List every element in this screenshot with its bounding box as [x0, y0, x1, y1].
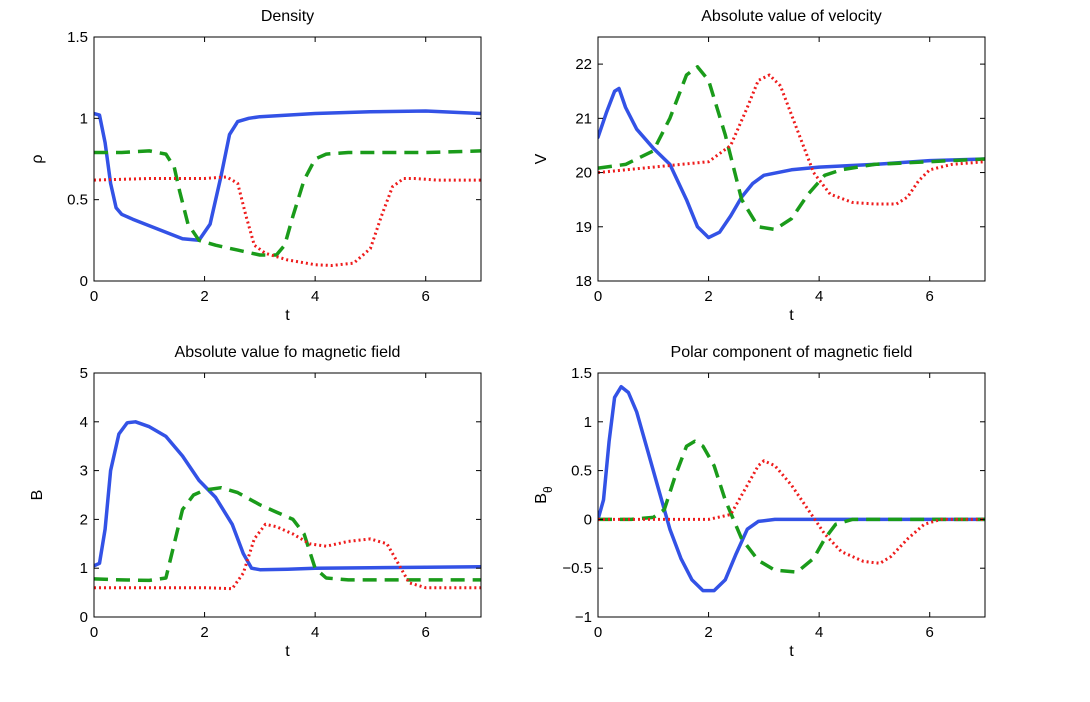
series-line-dashed — [94, 485, 481, 583]
y-axis-label: ρ — [29, 154, 46, 163]
y-tick-label: 1 — [584, 414, 592, 431]
subplot-polar-magnetic-field: Polar component of magnetic field 0 2 4 6 −1 −… — [533, 344, 986, 660]
x-tick-label: 4 — [815, 288, 823, 305]
series-group — [94, 420, 481, 591]
y-tick-label: −0.5 — [562, 560, 592, 577]
x-axis-label: t — [789, 307, 794, 324]
axes-frame — [93, 372, 482, 618]
y-axis-label-subscript: θ — [541, 486, 555, 493]
y-tick-label: 18 — [575, 273, 592, 290]
x-tick-label: 6 — [422, 288, 430, 305]
series-group — [598, 384, 985, 593]
y-tick-label: 0 — [80, 609, 88, 626]
y-axis-label-main: ρ — [29, 154, 46, 163]
y-tick-label: 2 — [80, 511, 88, 528]
series-group — [94, 109, 481, 267]
y-tick-label: 4 — [80, 414, 88, 431]
x-tick-label: 2 — [704, 624, 712, 641]
axes-frame — [597, 36, 986, 282]
x-tick-label: 2 — [704, 288, 712, 305]
y-tick-label: 0 — [80, 273, 88, 290]
y-axis-label-main: B — [533, 493, 550, 504]
series-line-dashed — [598, 65, 985, 232]
x-tick-label: 2 — [200, 624, 208, 641]
y-tick-label: 1 — [80, 110, 88, 127]
series-line-dotted — [598, 73, 985, 206]
x-tick-label: 4 — [311, 288, 319, 305]
axes-frame — [597, 372, 986, 618]
axes-frame — [93, 36, 482, 282]
series-line-solid — [598, 86, 985, 240]
y-axis-label: V — [533, 153, 550, 164]
y-tick-label: 1 — [80, 560, 88, 577]
subplot-density: Density 0 2 4 6 0 0.5 1 1.5 t ρ — [29, 8, 482, 324]
y-axis-label-main: B — [29, 490, 46, 501]
x-tick-label: 6 — [926, 624, 934, 641]
x-tick-label: 6 — [926, 288, 934, 305]
subplot-magnetic-field: Absolute value fo magnetic field 0 2 4 6 0 1 2 3… — [29, 344, 482, 660]
y-tick-label: 19 — [575, 219, 592, 236]
y-axis-label-main: V — [533, 153, 550, 164]
y-tick-label: −1 — [575, 609, 592, 626]
y-tick-label: 0.5 — [67, 192, 88, 209]
x-axis-label: t — [285, 307, 290, 324]
series-line-solid — [94, 420, 481, 572]
x-tick-label: 0 — [90, 624, 98, 641]
series-line-solid — [598, 384, 985, 593]
series-line-dotted — [598, 459, 985, 565]
series-line-dashed — [94, 149, 481, 257]
y-tick-label: 1.5 — [67, 29, 88, 46]
y-tick-label: 5 — [80, 365, 88, 382]
series-line-dotted — [94, 522, 481, 591]
y-tick-label: 0 — [584, 511, 592, 528]
x-tick-label: 6 — [422, 624, 430, 641]
series-line-solid — [94, 109, 481, 243]
y-tick-label: 0.5 — [571, 463, 592, 480]
y-axis-label: Bθ — [533, 486, 555, 504]
x-tick-label: 2 — [200, 288, 208, 305]
chart-title: Density — [261, 8, 314, 25]
y-axis-label: B — [29, 490, 46, 501]
series-group — [598, 65, 985, 240]
y-tick-label: 20 — [575, 165, 592, 182]
y-tick-label: 21 — [575, 110, 592, 127]
series-line-dashed — [598, 439, 985, 574]
chart-title: Absolute value of velocity — [701, 8, 882, 25]
x-axis-label: t — [789, 643, 794, 660]
x-tick-label: 0 — [594, 288, 602, 305]
y-tick-label: 1.5 — [571, 365, 592, 382]
y-tick-label: 3 — [80, 463, 88, 480]
y-tick-label: 22 — [575, 56, 592, 73]
x-tick-label: 4 — [311, 624, 319, 641]
x-tick-label: 0 — [90, 288, 98, 305]
x-tick-label: 0 — [594, 624, 602, 641]
series-line-dotted — [94, 175, 481, 267]
chart-title: Polar component of magnetic field — [671, 344, 913, 361]
x-axis-label: t — [285, 643, 290, 660]
chart-title: Absolute value fo magnetic field — [175, 344, 401, 361]
x-tick-label: 4 — [815, 624, 823, 641]
subplot-velocity: Absolute value of velocity 0 2 4 6 18 19 20 21 22… — [533, 8, 986, 324]
